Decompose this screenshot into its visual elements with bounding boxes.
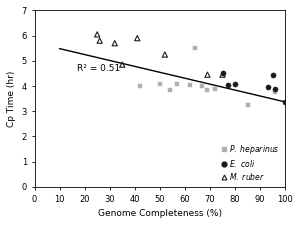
Point [220, 73, 225, 77]
Point [112, 41, 117, 45]
Point [265, 86, 270, 89]
Y-axis label: Cp Time (hr): Cp Time (hr) [7, 70, 16, 127]
Text: R² = 0.51: R² = 0.51 [77, 64, 120, 73]
Point [245, 103, 250, 107]
X-axis label: Genome Completeness (%): Genome Completeness (%) [98, 209, 222, 218]
Point [225, 83, 230, 87]
Point [273, 90, 278, 94]
Point [205, 73, 210, 77]
Point [135, 36, 140, 40]
Legend: $\it{P.}$ $\it{heparinus}$, $\it{E.}$ $\it{coli}$, $\it{M.}$ $\it{ruber}$: $\it{P.}$ $\it{heparinus}$, $\it{E.}$ $\… [219, 141, 281, 183]
Point [200, 84, 205, 88]
Point [158, 82, 162, 85]
Point [283, 101, 288, 104]
Point [220, 72, 225, 75]
Point [95, 33, 100, 36]
Point [205, 88, 210, 92]
Point [188, 83, 192, 87]
Point [97, 39, 102, 43]
Point [270, 73, 275, 77]
Point [232, 82, 237, 85]
Point [163, 53, 167, 56]
Point [273, 87, 278, 90]
Point [193, 46, 197, 50]
Point [120, 63, 124, 66]
Point [213, 87, 218, 90]
Point [137, 84, 142, 88]
Point [175, 82, 180, 85]
Point [167, 88, 172, 92]
